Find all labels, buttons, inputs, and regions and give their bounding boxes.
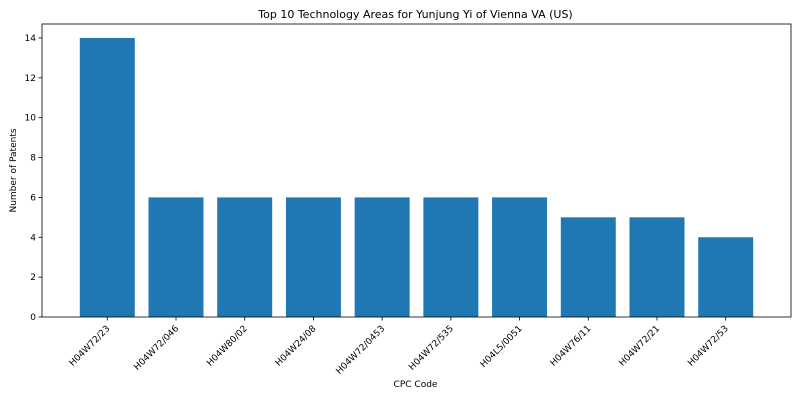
x-tick-label: H04W80/02 — [205, 324, 250, 369]
bar-H04W72/046 — [149, 197, 204, 317]
y-tick-label: 14 — [25, 34, 37, 44]
x-tick-label: H04W72/53 — [686, 324, 731, 369]
bar-H04W72/23 — [80, 38, 135, 317]
x-tick-label: H04W72/535 — [407, 324, 456, 373]
bar-H04W76/11 — [561, 217, 616, 317]
bar-H04W72/53 — [698, 237, 753, 317]
y-tick-label: 0 — [30, 313, 36, 323]
bar-H04W72/535 — [423, 197, 478, 317]
x-tick-label: H04L5/0051 — [479, 324, 525, 370]
bar-H04W80/02 — [217, 197, 272, 317]
bar-H04L5/0051 — [492, 197, 547, 317]
x-axis: H04W72/23 H04W72/046 H04W80/02 H04W24/08 H04… — [68, 317, 731, 377]
y-tick-label: 8 — [30, 154, 36, 164]
x-tick-label: H04W24/08 — [274, 324, 319, 369]
bar-H04W72/21 — [630, 217, 685, 317]
y-tick-label: 4 — [30, 233, 36, 243]
x-tick-label: H04W72/21 — [618, 324, 663, 369]
bar-H04W24/08 — [286, 197, 341, 317]
y-axis-label: Number of Patents — [9, 128, 19, 212]
y-tick-label: 10 — [25, 114, 37, 124]
x-tick-label: H04W72/046 — [132, 324, 181, 373]
x-tick-label: H04W76/11 — [549, 324, 594, 369]
y-tick-label: 2 — [30, 273, 36, 283]
bar-H04W72/0453 — [355, 197, 410, 317]
y-tick-label: 6 — [30, 193, 36, 203]
chart-title: Top 10 Technology Areas for Yunjung Yi o… — [257, 8, 572, 21]
y-axis: 0 2 4 6 8 10 12 14 — [25, 34, 42, 323]
y-tick-label: 12 — [25, 74, 36, 84]
x-axis-label: CPC Code — [394, 380, 438, 390]
x-tick-label: H04W72/23 — [68, 324, 113, 369]
x-tick-label: H04W72/0453 — [335, 324, 388, 377]
bars-layer — [80, 38, 753, 317]
